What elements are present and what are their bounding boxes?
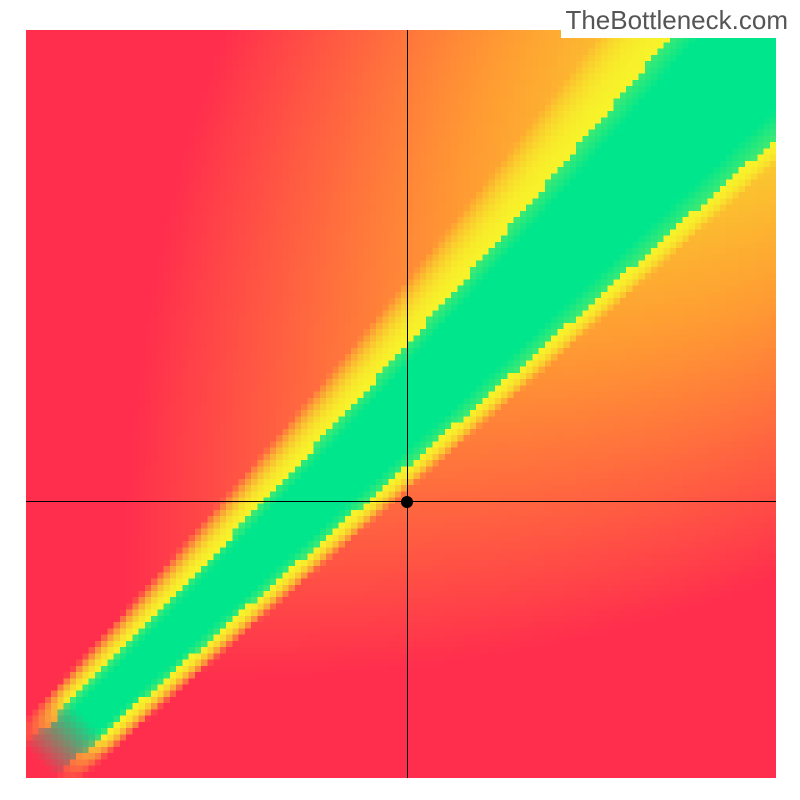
bottleneck-heatmap xyxy=(26,30,776,778)
crosshair-vertical xyxy=(407,30,408,778)
crosshair-horizontal xyxy=(26,501,776,502)
chart-container: TheBottleneck.com xyxy=(0,0,800,800)
watermark-text: TheBottleneck.com xyxy=(561,3,792,38)
